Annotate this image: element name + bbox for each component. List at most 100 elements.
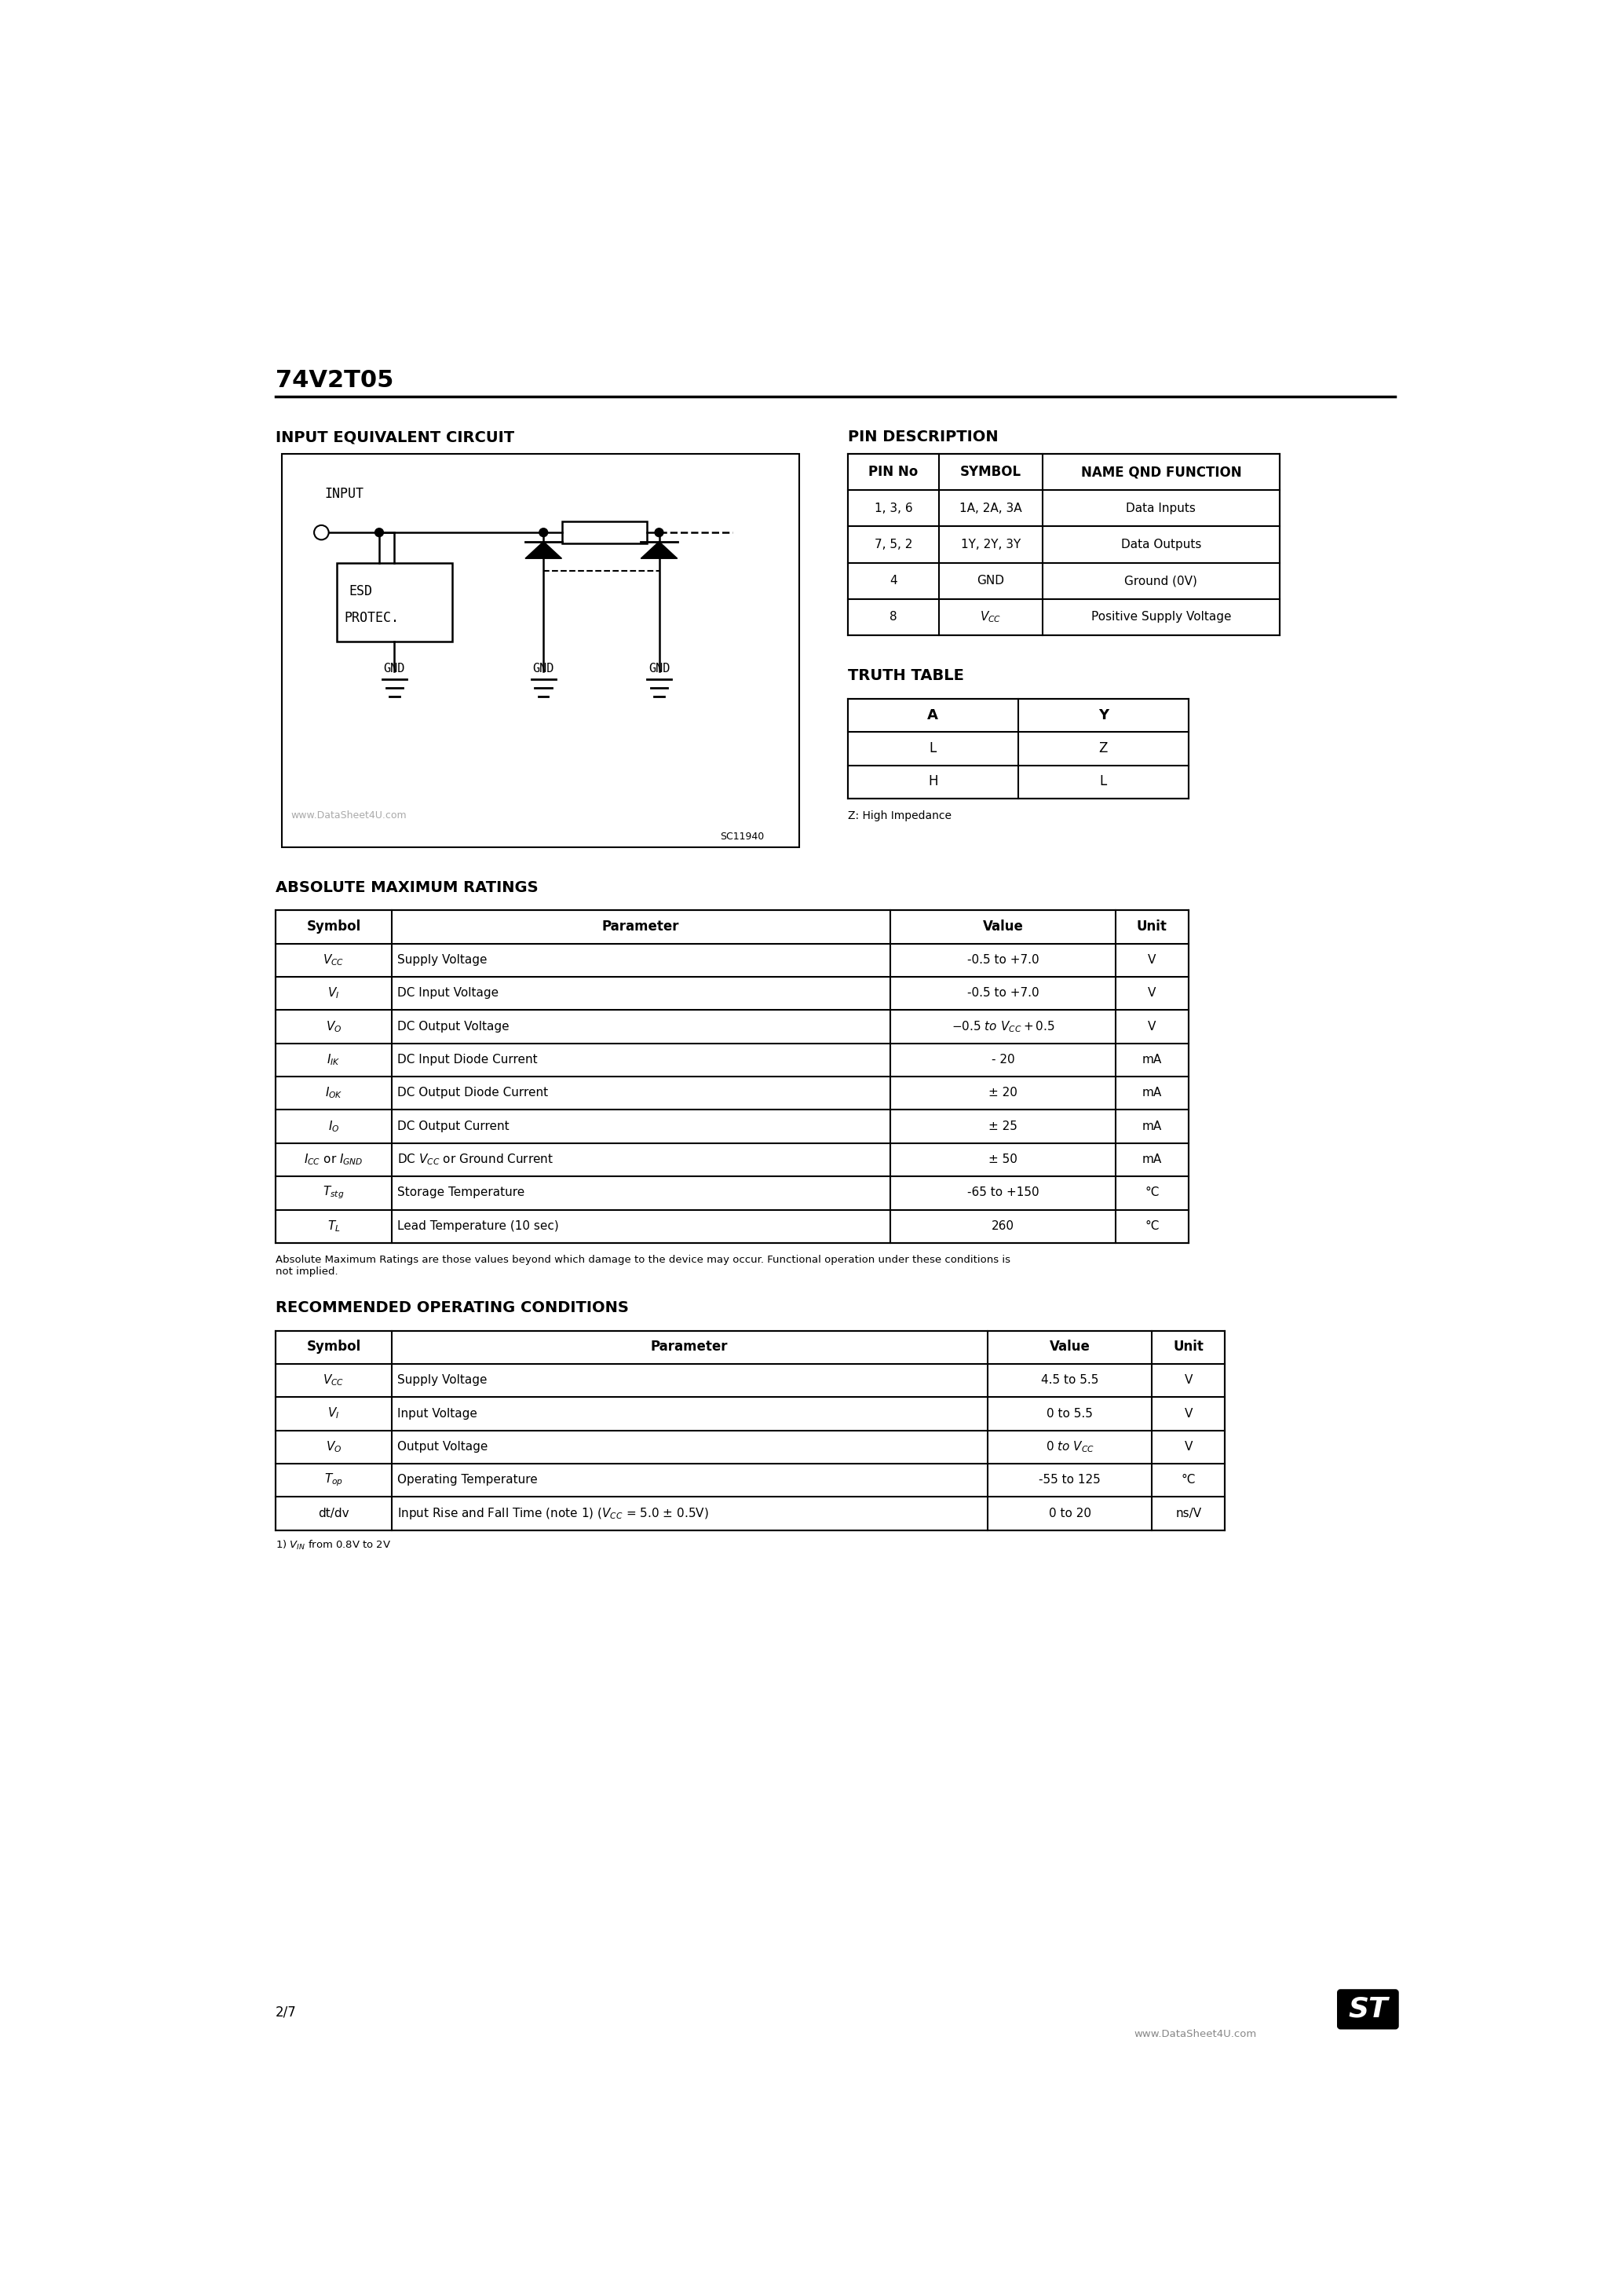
Text: ns/V: ns/V [1176,1506,1202,1520]
Text: NAME QND FUNCTION: NAME QND FUNCTION [1080,466,1241,480]
Text: Z: High Impedance: Z: High Impedance [848,810,952,822]
Text: mA: mA [1142,1086,1161,1100]
Text: $I_{IK}$: $I_{IK}$ [326,1052,341,1068]
Text: V: V [1184,1442,1192,1453]
Text: H: H [928,774,938,788]
Text: dt/dv: dt/dv [318,1506,349,1520]
Text: $V_{CC}$: $V_{CC}$ [980,611,1001,625]
Text: Input Voltage: Input Voltage [397,1407,477,1419]
Bar [848,455,1280,636]
Text: www.DataSheet4U.com: www.DataSheet4U.com [290,810,407,820]
Text: $I_{OK}$: $I_{OK}$ [324,1086,342,1100]
Text: INPUT: INPUT [324,487,363,501]
Text: $0\ to\ V_{CC}$: $0\ to\ V_{CC}$ [1045,1440,1095,1453]
Text: Unit: Unit [1173,1341,1204,1355]
Text: 4.5 to 5.5: 4.5 to 5.5 [1041,1375,1098,1387]
Text: $I_{O}$: $I_{O}$ [328,1118,339,1134]
Text: DC Input Voltage: DC Input Voltage [397,987,500,999]
Text: Y: Y [1098,707,1108,723]
Text: Symbol: Symbol [307,1341,360,1355]
Text: $I_{CC}$ or $I_{GND}$: $I_{CC}$ or $I_{GND}$ [303,1153,363,1166]
Text: TRUTH TABLE: TRUTH TABLE [848,668,963,684]
Text: GND: GND [976,574,1004,588]
Bar [276,1332,1225,1529]
Text: 1) $V_{IN}$ from 0.8V to 2V: 1) $V_{IN}$ from 0.8V to 2V [276,1538,391,1552]
Text: Operating Temperature: Operating Temperature [397,1474,539,1486]
Text: INPUT EQUIVALENT CIRCUIT: INPUT EQUIVALENT CIRCUIT [276,429,514,445]
Text: Lead Temperature (10 sec): Lead Temperature (10 sec) [397,1219,560,1233]
Text: $T_{op}$: $T_{op}$ [324,1472,342,1488]
Text: V: V [1184,1375,1192,1387]
Text: Unit: Unit [1137,921,1168,934]
Text: ± 50: ± 50 [988,1153,1017,1166]
Text: $-0.5\ to\ V_{CC}+0.5$: $-0.5\ to\ V_{CC}+0.5$ [950,1019,1054,1033]
Text: $V_{O}$: $V_{O}$ [326,1440,342,1453]
Text: $V_{CC}$: $V_{CC}$ [323,953,344,967]
Text: ± 20: ± 20 [988,1086,1017,1100]
Text: Symbol: Symbol [307,921,360,934]
Text: 2/7: 2/7 [276,2004,297,2018]
Bar [276,912,1189,1242]
Text: 4: 4 [889,574,897,588]
Text: DC $V_{CC}$ or Ground Current: DC $V_{CC}$ or Ground Current [397,1153,553,1166]
Text: 0 to 20: 0 to 20 [1048,1506,1092,1520]
Bar [561,521,647,544]
Text: 8: 8 [889,611,897,622]
Text: GND: GND [384,664,406,675]
Text: Value: Value [983,921,1023,934]
Text: DC Output Current: DC Output Current [397,1120,509,1132]
Circle shape [539,528,548,537]
Text: °C: °C [1145,1187,1160,1199]
Text: ± 25: ± 25 [988,1120,1017,1132]
Text: - 20: - 20 [991,1054,1014,1065]
Text: Supply Voltage: Supply Voltage [397,955,487,967]
Text: $V_{CC}$: $V_{CC}$ [323,1373,344,1387]
Text: 1A, 2A, 3A: 1A, 2A, 3A [960,503,1022,514]
Bar [337,563,453,641]
Text: ST: ST [1348,1995,1388,2023]
Text: PIN DESCRIPTION: PIN DESCRIPTION [848,429,998,445]
Text: V: V [1148,955,1156,967]
Text: Input Rise and Fall Time (note 1) ($V_{CC}$ = 5.0 ± 0.5V): Input Rise and Fall Time (note 1) ($V_{C… [397,1506,709,1520]
Text: °C: °C [1145,1219,1160,1233]
Text: ABSOLUTE MAXIMUM RATINGS: ABSOLUTE MAXIMUM RATINGS [276,879,539,895]
Text: ESD: ESD [349,583,373,597]
Text: GND: GND [532,664,555,675]
Text: Z: Z [1098,742,1108,755]
Text: DC Output Voltage: DC Output Voltage [397,1022,509,1033]
Text: L: L [1100,774,1106,788]
Text: mA: mA [1142,1153,1161,1166]
Text: RECOMMENDED OPERATING CONDITIONS: RECOMMENDED OPERATING CONDITIONS [276,1300,629,1316]
Text: $V_{I}$: $V_{I}$ [328,1405,339,1421]
Text: Value: Value [1049,1341,1090,1355]
Text: L: L [929,742,936,755]
Text: mA: mA [1142,1054,1161,1065]
Text: Data Outputs: Data Outputs [1121,540,1202,551]
Text: Output Voltage: Output Voltage [397,1442,488,1453]
Text: -0.5 to +7.0: -0.5 to +7.0 [967,987,1038,999]
Text: www.DataSheet4U.com: www.DataSheet4U.com [1134,2030,1257,2039]
Circle shape [375,528,383,537]
Text: Storage Temperature: Storage Temperature [397,1187,526,1199]
Text: DC Output Diode Current: DC Output Diode Current [397,1086,548,1100]
Text: $T_{stg}$: $T_{stg}$ [323,1185,344,1201]
Text: $V_{I}$: $V_{I}$ [328,985,339,1001]
Text: V: V [1148,987,1156,999]
Text: $T_{L}$: $T_{L}$ [328,1219,341,1233]
Text: PROTEC.: PROTEC. [344,611,399,625]
Text: -0.5 to +7.0: -0.5 to +7.0 [967,955,1038,967]
Polygon shape [526,542,561,558]
Text: Parameter: Parameter [650,1341,728,1355]
Polygon shape [641,542,678,558]
Text: $V_{O}$: $V_{O}$ [326,1019,342,1033]
Text: Positive Supply Voltage: Positive Supply Voltage [1092,611,1231,622]
Text: 1Y, 2Y, 3Y: 1Y, 2Y, 3Y [960,540,1020,551]
Text: Parameter: Parameter [602,921,680,934]
Text: 1, 3, 6: 1, 3, 6 [874,503,913,514]
Text: Supply Voltage: Supply Voltage [397,1375,487,1387]
Text: Ground (0V): Ground (0V) [1124,574,1197,588]
Text: mA: mA [1142,1120,1161,1132]
Text: 74V2T05: 74V2T05 [276,370,394,393]
Text: 260: 260 [991,1219,1014,1233]
Text: -65 to +150: -65 to +150 [967,1187,1038,1199]
